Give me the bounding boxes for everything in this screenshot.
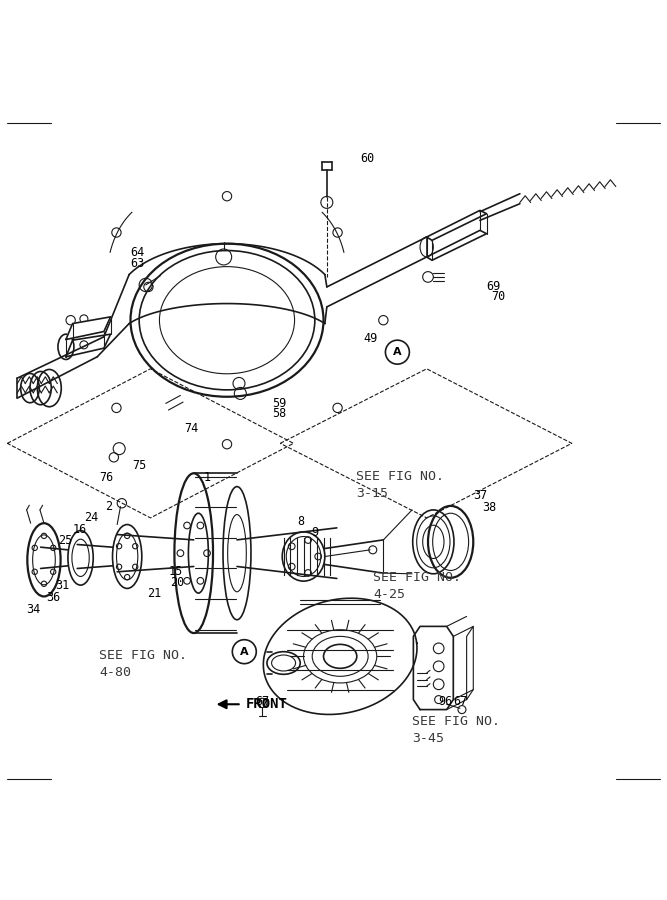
Text: 2: 2 <box>105 500 112 513</box>
Text: SEE FIG NO.
4-80: SEE FIG NO. 4-80 <box>99 649 187 680</box>
Text: 16: 16 <box>73 523 87 536</box>
Text: 58: 58 <box>272 407 287 420</box>
Text: 76: 76 <box>99 472 113 484</box>
Text: A: A <box>393 347 402 357</box>
Text: 70: 70 <box>492 291 506 303</box>
Text: FRONT: FRONT <box>245 698 287 711</box>
Polygon shape <box>427 211 487 240</box>
Text: 75: 75 <box>133 460 147 473</box>
Text: 31: 31 <box>55 580 69 592</box>
Text: 67: 67 <box>454 695 468 708</box>
Text: 34: 34 <box>26 603 40 616</box>
Text: 38: 38 <box>483 501 497 515</box>
Text: 74: 74 <box>184 421 199 435</box>
Text: 25: 25 <box>58 534 72 547</box>
Text: SEE FIG NO.
3-45: SEE FIG NO. 3-45 <box>412 715 500 744</box>
Text: 9: 9 <box>311 526 318 539</box>
Text: 67: 67 <box>255 695 270 708</box>
Text: 36: 36 <box>46 591 60 604</box>
Text: 37: 37 <box>474 489 488 502</box>
Text: 63: 63 <box>131 257 145 270</box>
Polygon shape <box>66 317 111 339</box>
Text: 96: 96 <box>439 695 453 708</box>
Text: 1: 1 <box>203 472 211 484</box>
Text: 20: 20 <box>171 576 185 589</box>
Text: 24: 24 <box>85 511 99 525</box>
Text: 15: 15 <box>169 564 183 578</box>
Text: 8: 8 <box>297 515 304 527</box>
Text: SEE FIG NO.
4-25: SEE FIG NO. 4-25 <box>374 572 462 601</box>
Text: 60: 60 <box>360 152 374 165</box>
Text: 59: 59 <box>272 397 287 410</box>
Text: A: A <box>240 647 249 657</box>
Text: 64: 64 <box>131 247 145 259</box>
Text: 69: 69 <box>487 281 501 293</box>
Text: 21: 21 <box>147 588 161 600</box>
Text: 49: 49 <box>364 332 378 345</box>
Text: SEE FIG NO.
3-15: SEE FIG NO. 3-15 <box>356 470 444 500</box>
